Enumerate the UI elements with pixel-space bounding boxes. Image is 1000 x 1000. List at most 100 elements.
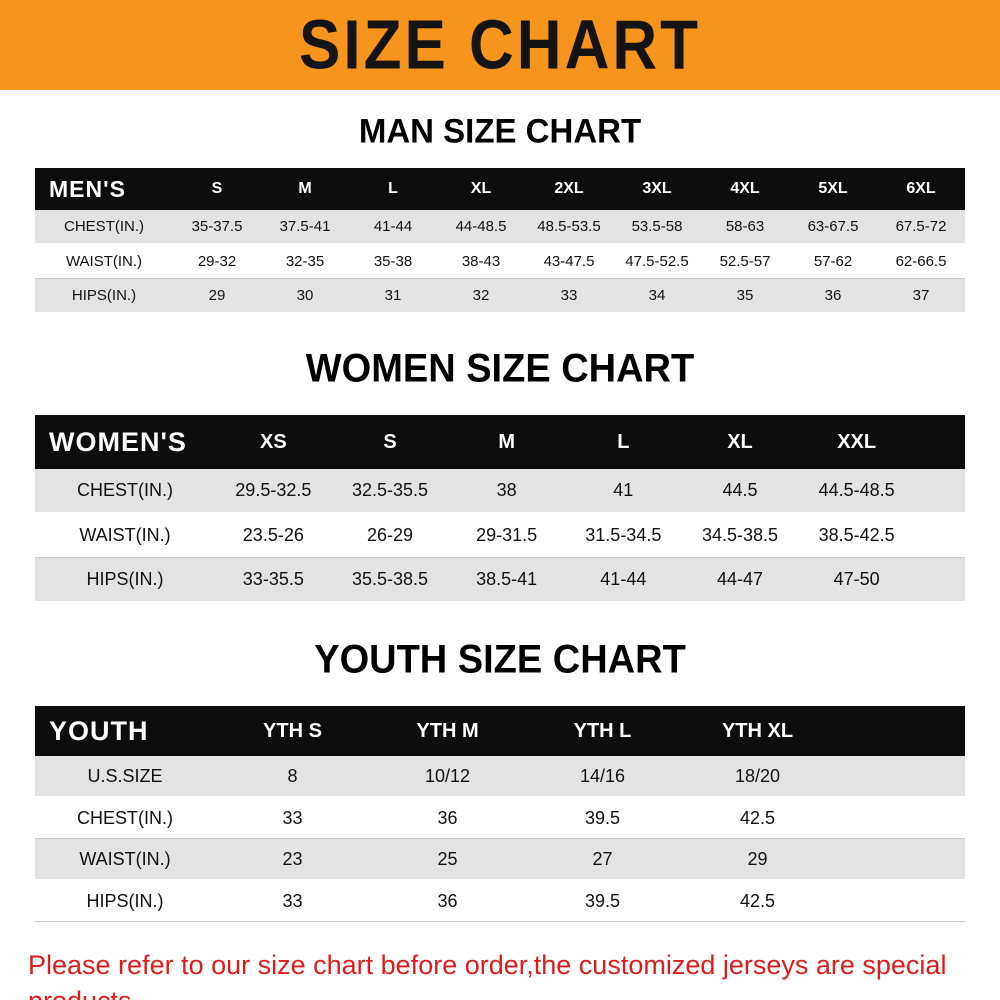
size-cell: 36 [437, 807, 458, 828]
row-label: HIPS(IN.) [71, 287, 137, 304]
youth-size-table: YOUTH YTH S YTH M YTH L YTH XL U.S.SIZE 8 10/12… [35, 706, 965, 922]
size-cell: 42.5 [739, 807, 776, 828]
table-row: CHEST(IN.) 33 36 39.5 42.5 [35, 798, 965, 839]
size-cell: 33-35.5 [242, 569, 304, 589]
column-header: YTH M [416, 719, 479, 742]
size-cell: 44-48.5 [455, 218, 507, 235]
size-cell: 58-63 [725, 218, 765, 235]
size-cell: 33 [282, 890, 303, 911]
row-label: HIPS(IN.) [86, 569, 164, 589]
table-header-row: YOUTH YTH S YTH M YTH L YTH XL [35, 706, 965, 756]
column-header: XXL [837, 430, 877, 453]
women-size-chart-section: WOMEN SIZE CHART WOMEN'S XS S M L XL XXL CHEST(… [0, 346, 1000, 603]
size-cell: 31 [384, 287, 402, 304]
size-cell: 42.5 [739, 890, 776, 911]
disclaimer-line-1: Please refer to our size chart before or… [28, 950, 947, 1000]
size-cell: 36 [437, 890, 458, 911]
table-header-row: MEN'S S M L XL 2XL 3XL 4XL 5XL 6XL [35, 168, 965, 210]
table-row: CHEST(IN.) 29.5-32.5 32.5-35.5 38 41 44.5 44.5… [35, 469, 965, 514]
size-cell: 57-62 [813, 253, 853, 270]
column-header: M [298, 180, 312, 197]
size-cell: 48.5-53.5 [537, 218, 601, 235]
size-cell: 63-67.5 [807, 218, 859, 235]
size-cell: 35 [736, 287, 754, 304]
table-row: CHEST(IN.) 35-37.5 37.5-41 41-44 44-48.5 48.5… [35, 210, 965, 245]
size-cell: 38.5-41 [476, 569, 538, 589]
size-cell: 52.5-57 [719, 253, 771, 270]
man-size-table: MEN'S S M L XL 2XL 3XL 4XL 5XL 6XL CHEST(IN.) 35-37… [35, 168, 965, 314]
column-header: XS [259, 430, 287, 453]
column-header: YTH S [263, 719, 322, 742]
table-row: HIPS(IN.) 29 30 31 32 33 34 35 36 37 [35, 279, 965, 314]
size-chart-banner: SIZE CHART [0, 0, 1000, 90]
column-header: 4XL [730, 180, 760, 197]
size-cell: 37.5-41 [279, 218, 331, 235]
column-header: M [498, 430, 515, 453]
table-row: WAIST(IN.) 23 25 27 29 [35, 839, 965, 881]
column-header: XL [727, 430, 753, 453]
table-title-label: WOMEN'S [49, 426, 187, 457]
row-label: WAIST(IN.) [79, 525, 171, 545]
size-cell: 34.5-38.5 [701, 525, 779, 545]
column-header: 6XL [906, 180, 936, 197]
size-cell: 35-38 [373, 253, 413, 270]
size-cell: 43-47.5 [543, 253, 595, 270]
row-label: WAIST(IN.) [79, 848, 171, 869]
size-cell: 27 [592, 848, 613, 869]
column-header: 5XL [818, 180, 848, 197]
size-cell: 38-43 [461, 253, 501, 270]
size-cell: 62-66.5 [895, 253, 947, 270]
size-cell: 32.5-35.5 [351, 480, 429, 500]
size-cell: 41-44 [373, 218, 413, 235]
banner-title: SIZE CHART [299, 6, 701, 84]
man-section-heading: MAN SIZE CHART [358, 111, 642, 150]
column-header: 3XL [642, 180, 672, 197]
size-cell: 67.5-72 [895, 218, 947, 235]
column-header: S [211, 180, 223, 197]
size-cell: 23.5-26 [242, 525, 304, 545]
column-header: XL [470, 180, 492, 197]
size-cell: 44-47 [716, 569, 764, 589]
size-cell: 53.5-58 [631, 218, 683, 235]
column-header: 2XL [554, 180, 584, 197]
column-header: L [388, 180, 398, 197]
table-title-label: MEN'S [49, 175, 126, 202]
column-header: YTH XL [721, 719, 794, 742]
table-row: WAIST(IN.) 23.5-26 26-29 29-31.5 31.5-34.5 34… [35, 514, 965, 558]
column-header: L [617, 430, 630, 453]
size-cell: 38 [496, 480, 517, 500]
row-label: CHEST(IN.) [64, 218, 144, 235]
youth-size-chart-section: YOUTH SIZE CHART YOUTH YTH S YTH M YTH L YTH… [0, 638, 1000, 922]
row-label: CHEST(IN.) [77, 480, 173, 500]
row-label: U.S.SIZE [87, 765, 163, 786]
size-cell: 35-37.5 [191, 218, 243, 235]
size-cell: 8 [287, 765, 298, 786]
size-cell: 32 [472, 287, 490, 304]
size-cell: 33 [282, 807, 303, 828]
size-cell: 23 [282, 848, 303, 869]
size-cell: 37 [912, 287, 930, 304]
size-cell: 41 [613, 480, 634, 500]
size-cell: 29-32 [197, 253, 237, 270]
size-cell: 32-35 [285, 253, 325, 270]
table-row: HIPS(IN.) 33 36 39.5 42.5 [35, 881, 965, 922]
table-row: WAIST(IN.) 29-32 32-35 35-38 38-43 43-47.5 47.… [35, 245, 965, 279]
size-cell: 41-44 [600, 569, 647, 589]
row-label: CHEST(IN.) [77, 807, 173, 828]
women-section-heading: WOMEN SIZE CHART [305, 346, 695, 392]
size-cell: 29 [747, 848, 768, 869]
size-cell: 47.5-52.5 [625, 253, 689, 270]
size-cell: 33 [560, 287, 578, 304]
size-cell: 34 [648, 287, 666, 304]
size-cell: 29.5-32.5 [235, 480, 312, 500]
size-cell: 26-29 [366, 525, 414, 545]
row-label: WAIST(IN.) [65, 253, 143, 270]
size-cell: 30 [296, 287, 314, 304]
row-label: HIPS(IN.) [86, 890, 164, 911]
size-cell: 14/16 [579, 765, 626, 786]
size-cell: 44.5 [722, 480, 758, 500]
column-header: YTH L [573, 719, 632, 742]
disclaimer-note: Please refer to our size chart before or… [0, 948, 1000, 1000]
size-cell: 35.5-38.5 [351, 569, 429, 589]
